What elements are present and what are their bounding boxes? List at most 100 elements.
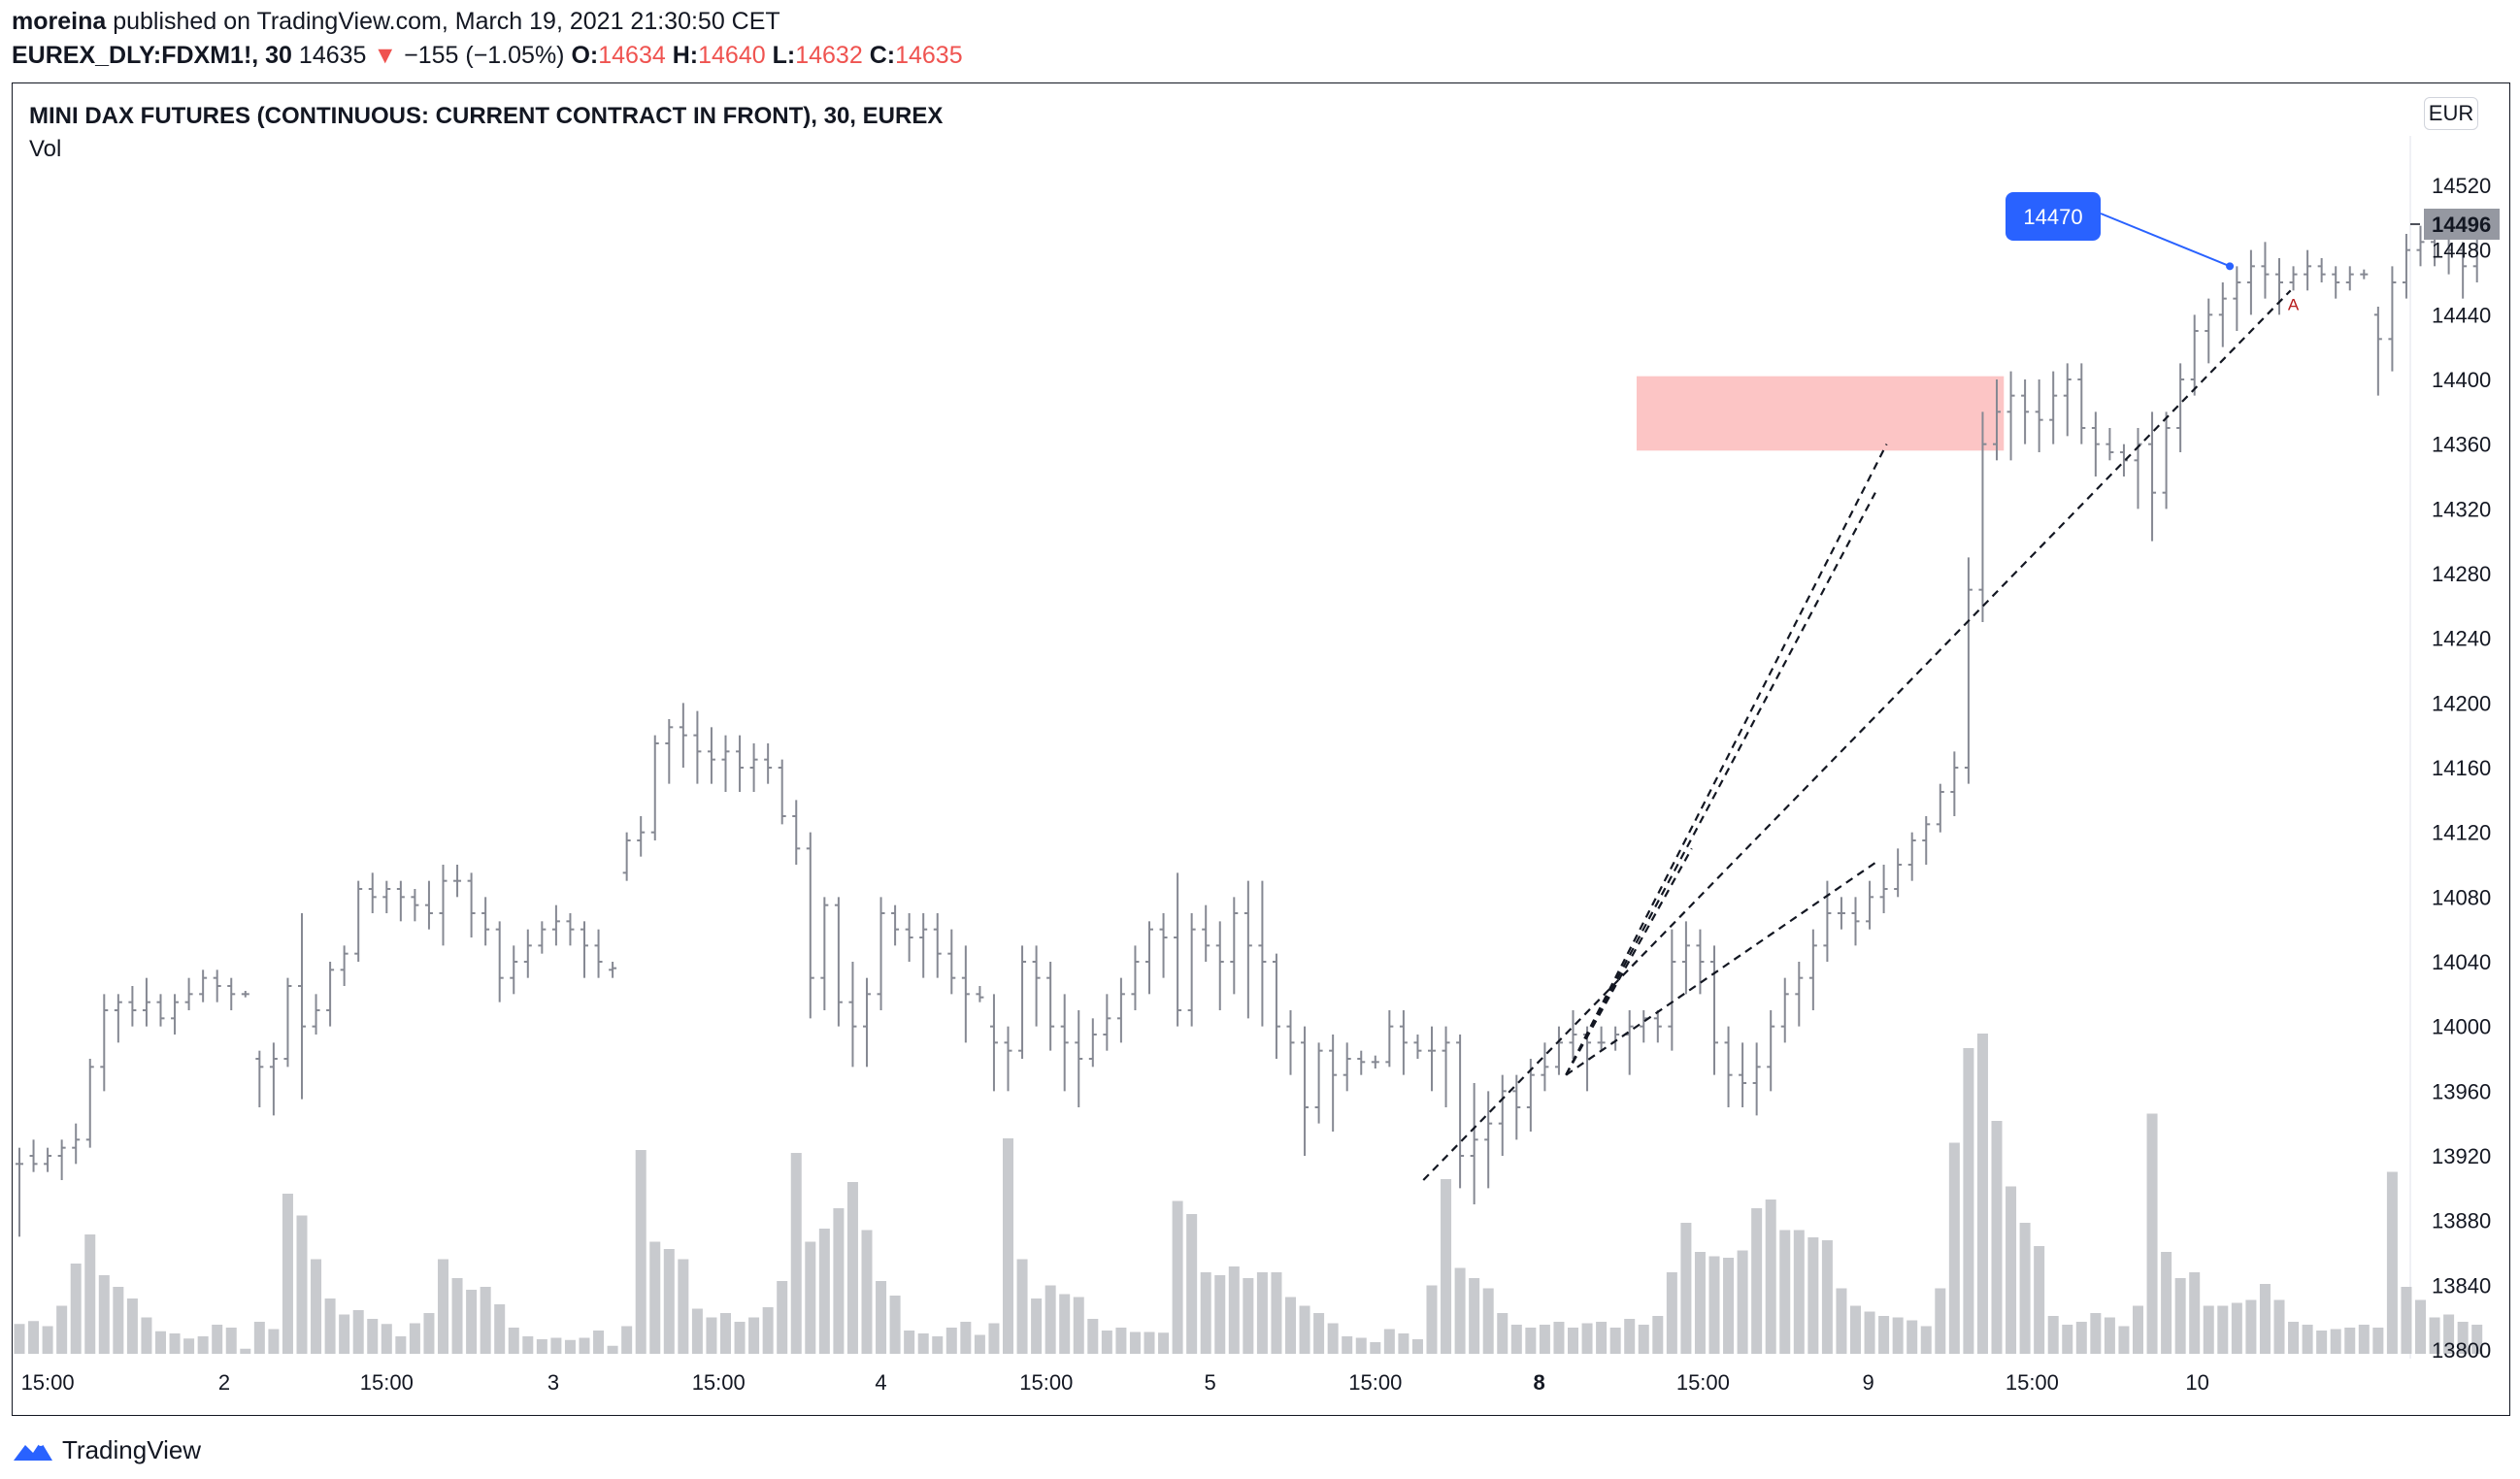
ohlc-bar — [2134, 428, 2142, 509]
ohlc-bar — [2148, 411, 2157, 542]
ohlc-bar — [1442, 1026, 1450, 1107]
volume-indicator-label[interactable]: Vol — [29, 136, 62, 162]
ohlc-bar — [382, 880, 391, 913]
chart-frame — [12, 82, 2510, 1416]
ohlc-bar — [269, 1042, 278, 1116]
ohlc-bar — [2091, 411, 2100, 477]
trendline[interactable] — [1565, 444, 1888, 1076]
ohlc-bar — [1103, 994, 1111, 1051]
y-tick-label: 14200 — [2432, 691, 2491, 715]
ohlc-bar — [1243, 880, 1252, 1019]
ohlc-bar — [1314, 1042, 1323, 1124]
volume-bar — [1539, 1325, 1550, 1354]
volume-bar — [1652, 1316, 1664, 1354]
volume-bar — [1228, 1266, 1240, 1354]
callout-anchor-point[interactable] — [2226, 262, 2235, 271]
ohlc-bar — [255, 1050, 264, 1107]
y-tick-label: 13800 — [2432, 1338, 2491, 1363]
y-tick-label: 14360 — [2432, 433, 2491, 457]
volume-bar — [593, 1331, 605, 1354]
ohlc-bar — [1088, 1018, 1097, 1068]
ohlc-bar — [312, 994, 320, 1035]
volume-bar — [1469, 1278, 1480, 1354]
volume-bar — [395, 1336, 407, 1354]
change-value: −155 (−1.05%) — [404, 42, 565, 69]
volume-bar — [2386, 1171, 2398, 1354]
ohlc-bar — [580, 921, 588, 978]
trendline[interactable] — [1565, 847, 1693, 1076]
volume-bar — [876, 1281, 887, 1354]
footer-brand[interactable]: TradingView — [62, 1434, 202, 1464]
trendline[interactable] — [1422, 289, 2292, 1181]
volume-bar — [1243, 1278, 1254, 1354]
volume-bar — [2062, 1325, 2073, 1354]
y-tick-label: 13960 — [2432, 1079, 2491, 1103]
volume-bar — [1411, 1339, 1423, 1354]
volume-bar — [691, 1308, 703, 1354]
ohlc-bar — [2190, 314, 2199, 396]
volume-bar — [2146, 1113, 2158, 1354]
y-tick-label: 13920 — [2432, 1144, 2491, 1168]
ohlc-bar — [1597, 1026, 1606, 1051]
ohlc-bar — [1357, 1050, 1366, 1075]
volume-bar — [2429, 1317, 2440, 1354]
close-value: 14635 — [895, 42, 963, 69]
volume-bar — [1525, 1328, 1537, 1354]
tradingview-logo-icon[interactable] — [12, 1435, 54, 1464]
volume-bar — [2288, 1322, 2300, 1354]
trendline[interactable] — [1565, 859, 1880, 1076]
volume-bar — [296, 1215, 308, 1354]
ohlc-bar — [905, 913, 913, 962]
ohlc-bar — [764, 743, 773, 784]
ohlc-bar — [1004, 1026, 1012, 1092]
ohlc-bar — [2119, 444, 2128, 477]
ohlc-bar — [976, 986, 984, 1002]
volume-bar — [1342, 1336, 1353, 1354]
volume-bar — [579, 1337, 590, 1354]
ohlc-bar — [1795, 962, 1804, 1027]
ohlc-bar — [1780, 977, 1789, 1043]
ohlc-bar — [1187, 913, 1196, 1027]
ohlc-bar — [1301, 1026, 1310, 1156]
ohlc-bar — [2176, 363, 2185, 452]
callout-box[interactable] — [2006, 192, 2101, 241]
ohlc-bar — [1018, 945, 1027, 1059]
ohlc-bar — [1215, 921, 1224, 1010]
volume-bar — [945, 1328, 957, 1354]
volume-bar — [607, 1345, 618, 1354]
volume-bar — [2118, 1326, 2130, 1354]
resistance-zone[interactable] — [1636, 376, 2005, 451]
ohlc-bar — [199, 970, 208, 1002]
ohlc-bar — [1823, 880, 1832, 962]
volume-bar — [649, 1241, 661, 1354]
symbol-label: EUREX_DLY:FDXM1!, 30 — [12, 42, 292, 69]
ohlc-bar — [1484, 1091, 1493, 1189]
volume-bar — [1115, 1328, 1127, 1354]
author-name[interactable]: moreina — [12, 8, 107, 35]
trendline[interactable] — [1565, 492, 1876, 1076]
ohlc-bar — [283, 977, 292, 1068]
ohlc-bar — [128, 986, 137, 1027]
ohlc-bar — [2345, 266, 2354, 291]
ohlc-bar — [1710, 945, 1718, 1075]
ohlc-bar — [2106, 428, 2114, 461]
y-tick-label: 14280 — [2432, 562, 2491, 586]
ohlc-bar — [1879, 865, 1888, 913]
volume-bar — [1186, 1214, 1198, 1354]
volume-bar — [2415, 1299, 2426, 1354]
high-value: 14640 — [698, 42, 766, 69]
volume-bar — [2358, 1325, 2370, 1354]
publish-info: moreina published on TradingView.com, Ma… — [12, 8, 780, 36]
ohlc-bar — [679, 703, 687, 768]
y-tick-label: 13840 — [2432, 1273, 2491, 1298]
volume-bar — [367, 1319, 379, 1354]
ohlc-bar — [2416, 225, 2425, 267]
volume-bar — [818, 1229, 830, 1354]
volume-bar — [1214, 1275, 1226, 1354]
ohlc-bar — [749, 743, 758, 792]
volume-bar — [225, 1328, 237, 1354]
currency-button[interactable]: EUR — [2424, 97, 2478, 130]
ohlc-bar — [2402, 234, 2410, 299]
ohlc-bar — [1625, 1010, 1634, 1075]
